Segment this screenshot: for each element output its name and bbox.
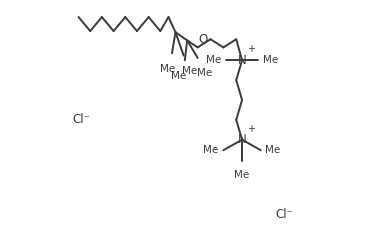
Text: Me: Me [172, 71, 187, 81]
Text: O: O [199, 33, 208, 46]
Text: Me: Me [160, 64, 175, 74]
Text: Cl⁻: Cl⁻ [275, 208, 293, 221]
Text: Cl⁻: Cl⁻ [72, 113, 90, 126]
Text: +: + [247, 124, 255, 134]
Text: Me: Me [263, 55, 278, 65]
Text: Me: Me [197, 68, 212, 78]
Text: Me: Me [234, 170, 250, 180]
Text: Me: Me [265, 145, 281, 155]
Text: Me: Me [182, 66, 197, 76]
Text: Me: Me [206, 55, 221, 65]
Text: N: N [238, 54, 246, 67]
Text: +: + [247, 44, 255, 55]
Text: Me: Me [203, 145, 219, 155]
Text: N: N [238, 133, 246, 146]
